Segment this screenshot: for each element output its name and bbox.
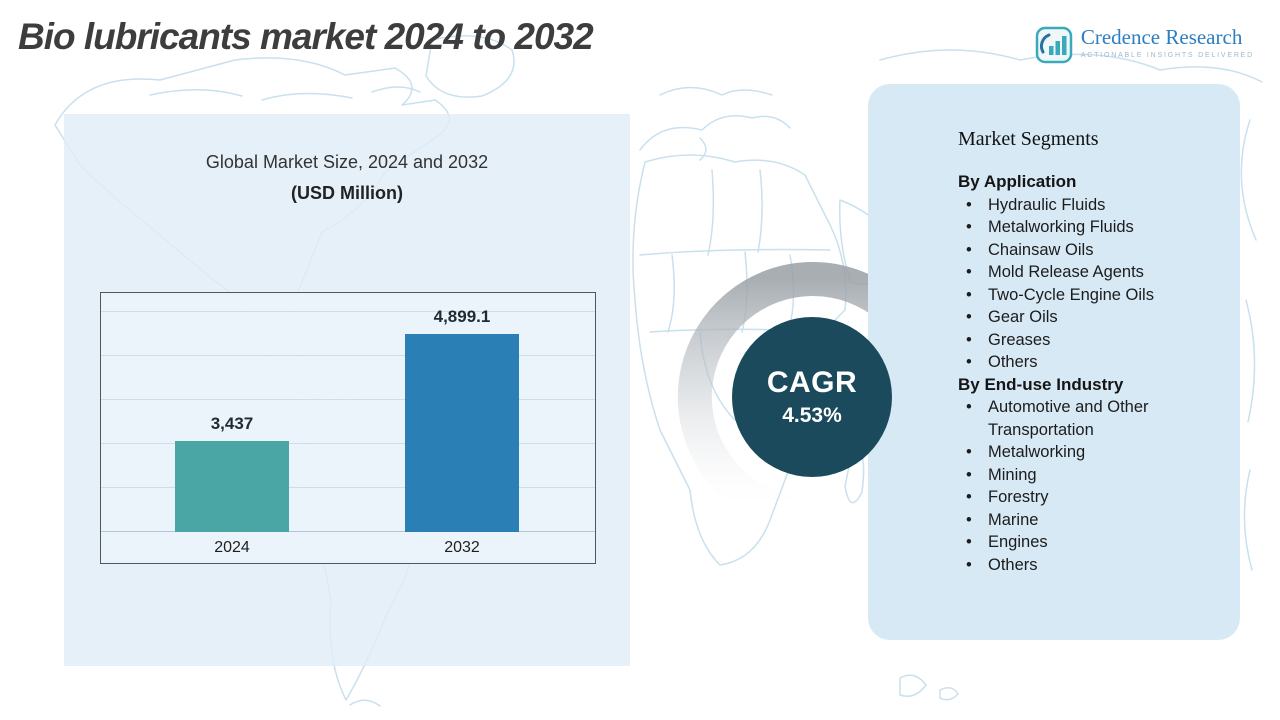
list-item: Forestry [958, 486, 1222, 509]
list-item: Mold Release Agents [958, 261, 1222, 284]
list-item: Engines [958, 531, 1222, 554]
cagr-label: CAGR [766, 366, 858, 399]
segments-title: Market Segments [958, 128, 1099, 150]
bar-2032 [405, 334, 519, 532]
chart-heading: Global Market Size, 2024 and 2032 (USD M… [64, 152, 630, 204]
segment-group-heading-application: By Application [958, 172, 1077, 191]
list-item: Marine [958, 509, 1222, 532]
bar-category-label-2024: 2024 [214, 538, 250, 556]
gridline [101, 487, 595, 488]
segment-list-application: Hydraulic Fluids Metalworking Fluids Cha… [958, 194, 1222, 374]
bar-column-2032: 4,899.1 2032 [405, 293, 519, 563]
list-item: Gear Oils [958, 306, 1222, 329]
list-item: Hydraulic Fluids [958, 194, 1222, 217]
cagr-badge: CAGR 4.53% [732, 317, 892, 477]
gridline [101, 399, 595, 400]
bar-value-2024: 3,437 [210, 414, 254, 433]
bar-chart: 3,437 2024 4,899.1 2032 [100, 292, 596, 564]
list-item: Metalworking Fluids [958, 216, 1222, 239]
segment-group-heading-end-use: By End-use Industry [958, 374, 1124, 394]
logo: Credence Research Actionable Insights De… [1035, 25, 1254, 64]
chart-title: Global Market Size, 2024 and 2032 [205, 152, 489, 172]
bar-category-label-2032: 2032 [444, 538, 480, 556]
list-item: Mining [958, 464, 1222, 487]
list-item: Two-Cycle Engine Oils [958, 284, 1222, 307]
logo-tagline: Actionable Insights Delivered [1080, 52, 1254, 60]
bar-2024 [175, 441, 289, 532]
gridline [101, 355, 595, 356]
gridline [101, 311, 595, 312]
swoosh-accent [677, 262, 932, 532]
cagr-value: 4.53% [782, 404, 842, 427]
gridline [101, 443, 595, 444]
list-item: Automotive and Other Transportation [958, 396, 1222, 441]
list-item: Greases [958, 329, 1222, 352]
market-segments-panel: Market Segments By Application Hydraulic… [868, 84, 1240, 640]
x-axis-line [101, 531, 595, 532]
list-item: Others [958, 351, 1222, 374]
segment-list-end-use: Automotive and Other Transportation Meta… [958, 396, 1222, 576]
logo-icon [1035, 26, 1073, 64]
market-size-panel: Global Market Size, 2024 and 2032 (USD M… [64, 114, 630, 666]
list-item: Others [958, 554, 1222, 577]
list-item: Metalworking [958, 441, 1222, 464]
bar-column-2024: 3,437 2024 [175, 293, 289, 563]
page-title: Bio lubricants market 2024 to 2032 [18, 16, 594, 57]
list-item: Chainsaw Oils [958, 239, 1222, 262]
logo-name: Credence Research [1080, 25, 1243, 49]
bar-value-2032: 4,899.1 [433, 307, 491, 326]
chart-subtitle: (USD Million) [291, 183, 403, 203]
